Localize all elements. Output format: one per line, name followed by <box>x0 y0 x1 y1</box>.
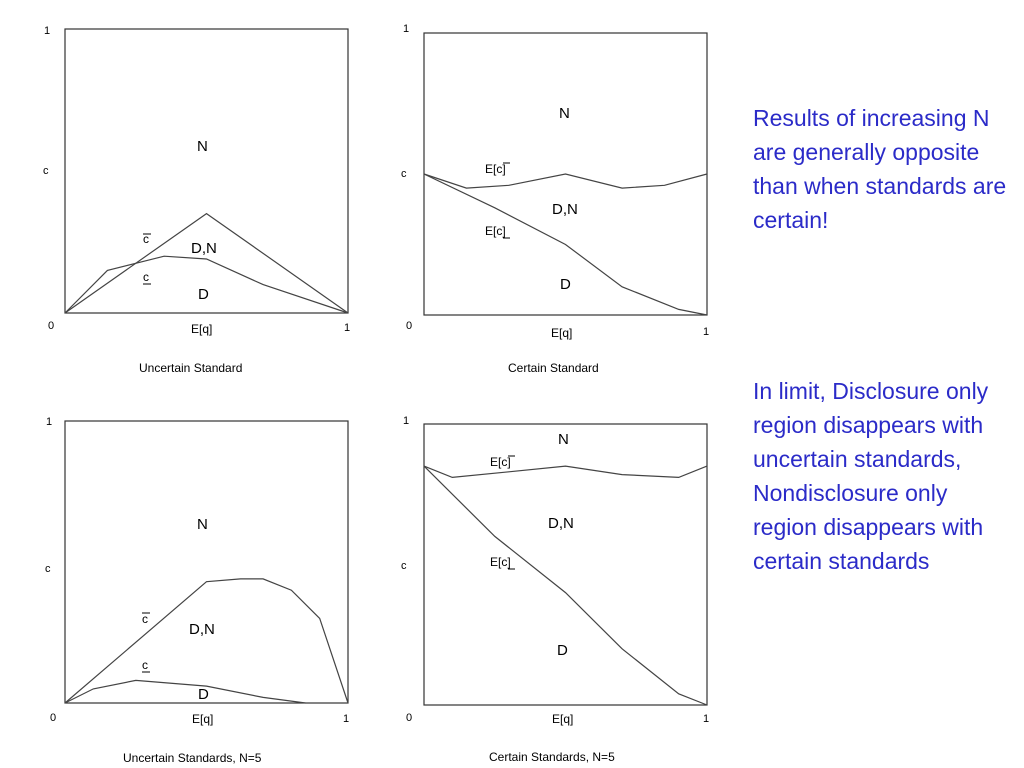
upper-curve-label: E[c] <box>490 455 511 469</box>
region-label-d: D <box>198 286 209 303</box>
y-axis-label: c <box>45 563 51 575</box>
x-axis-label: E[q] <box>551 326 572 340</box>
lower-curve-label: E[c] <box>490 555 511 569</box>
region-label-d: D <box>560 276 571 293</box>
upper-curve <box>64 212 349 314</box>
panel-uncertain-standard: 1 c 0 E[q] 1 N D,N D c c Uncertain Stand… <box>43 25 350 375</box>
x-axis-label: E[q] <box>192 712 213 726</box>
x-right-tick: 1 <box>703 713 709 725</box>
y-axis-label: c <box>401 560 407 572</box>
upper-curve <box>423 465 708 479</box>
lower-curve <box>423 173 708 316</box>
upper-curve-label: c <box>143 232 149 246</box>
region-label-d: D <box>198 686 209 703</box>
y-top-tick: 1 <box>403 415 409 427</box>
lower-curve <box>64 255 349 314</box>
region-label-d: D <box>557 642 568 659</box>
upper-curve <box>64 578 349 704</box>
upper-curve <box>423 173 708 189</box>
region-label-n: N <box>197 138 208 155</box>
lower-curve-label: E[c] <box>485 224 506 238</box>
panel-caption: Uncertain Standard <box>139 361 242 375</box>
panel-caption: Uncertain Standards, N=5 <box>123 751 262 765</box>
y-top-tick: 1 <box>403 23 409 35</box>
panel-certain-standards-n5: 1 c 0 E[q] 1 N D,N D E[c] E[c] Certain S… <box>401 415 709 764</box>
y-top-tick: 1 <box>46 416 52 428</box>
y-axis-label: c <box>401 168 407 180</box>
plot-frame <box>64 420 349 704</box>
lower-curve-label: c <box>143 270 149 284</box>
panel-certain-standard: 1 c 0 E[q] 1 N D,N D E[c] E[c] Certain S… <box>401 23 709 375</box>
y-top-tick: 1 <box>44 25 50 37</box>
origin-tick: 0 <box>48 320 54 332</box>
x-right-tick: 1 <box>343 713 349 725</box>
y-axis-label: c <box>43 165 49 177</box>
region-label-n: N <box>559 105 570 122</box>
x-right-tick: 1 <box>703 326 709 338</box>
lower-curve <box>423 465 708 706</box>
region-label-n: N <box>558 431 569 448</box>
results-note: Results of increasing N are generally op… <box>753 105 1007 233</box>
panel-caption: Certain Standards, N=5 <box>489 750 615 764</box>
region-label-n: N <box>197 516 208 533</box>
x-right-tick: 1 <box>344 322 350 334</box>
lower-curve-label: c <box>142 658 148 672</box>
origin-tick: 0 <box>406 712 412 724</box>
lower-curve <box>64 679 306 704</box>
panel-caption: Certain Standard <box>508 361 599 375</box>
plot-frame <box>64 28 349 314</box>
upper-curve-label: c <box>142 612 148 626</box>
x-axis-label: E[q] <box>552 712 573 726</box>
panel-uncertain-standards-n5: 1 c 0 E[q] 1 N D,N D c c Uncertain Stand… <box>45 416 349 765</box>
origin-tick: 0 <box>406 320 412 332</box>
upper-curve-label: E[c] <box>485 162 506 176</box>
region-label-dn: D,N <box>548 515 574 532</box>
limit-note: In limit, Disclosure only region disappe… <box>753 378 989 574</box>
region-label-dn: D,N <box>189 621 215 638</box>
origin-tick: 0 <box>50 712 56 724</box>
x-axis-label: E[q] <box>191 322 212 336</box>
region-label-dn: D,N <box>191 240 217 257</box>
plot-frame <box>423 423 708 706</box>
region-label-dn: D,N <box>552 201 578 218</box>
